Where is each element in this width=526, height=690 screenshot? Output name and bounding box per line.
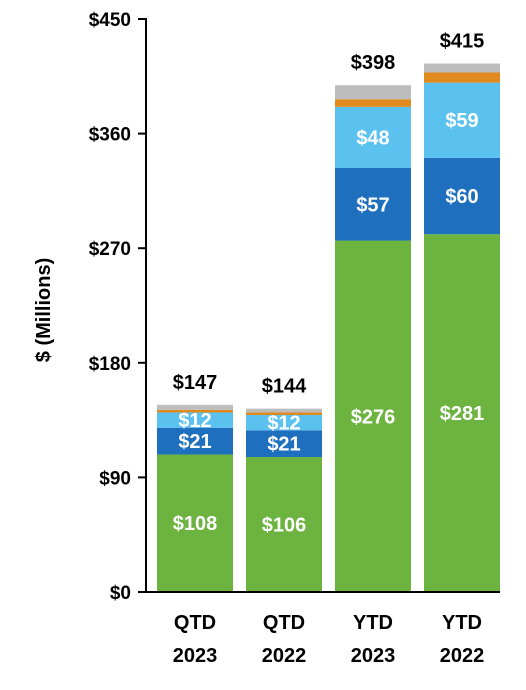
x-tick-label: 2023 [173,645,218,667]
bar-total-label: $144 [262,376,307,398]
bar-segment [424,234,500,592]
bar-total-label: $147 [173,372,218,394]
segment-value-label: $21 [178,431,211,453]
x-tick-label: 2022 [262,645,307,667]
segment-value-label: $48 [356,127,389,149]
bar-segment [424,63,500,73]
y-tick-label: $360 [89,125,131,146]
bar-segment [246,408,322,413]
segment-value-label: $106 [262,515,307,537]
y-tick-label: $450 [89,10,131,31]
bar-segment [335,106,411,168]
x-tick-label: QTD [174,612,216,634]
bar-segment [246,415,322,431]
segment-value-label: $12 [267,413,300,435]
bar-total-label: $415 [440,31,485,53]
segment-value-label: $276 [351,406,396,428]
y-axis: $0 $90 $180 $270 $360 $450 [89,10,146,604]
bar-segment [335,85,411,100]
segment-value-label: $21 [267,434,300,456]
x-axis: QTD 2023 QTD 2022 YTD 2023 YTD 2022 [173,612,485,667]
y-tick-label: $270 [89,239,131,260]
bar-segment [246,457,322,592]
bar-segment [157,409,233,413]
x-tick-label: QTD [263,612,305,634]
bar-segment [246,412,322,416]
bars: $108$21$12$147$106$21$12$144$276$57$48$3… [157,31,500,592]
bar-segment [335,240,411,592]
x-tick-label: 2023 [351,645,396,667]
x-tick-label: YTD [442,612,482,634]
bar-segment [157,404,233,410]
bar-segment [246,430,322,458]
x-tick-label: 2022 [440,645,485,667]
bar-segment [157,412,233,428]
bar-segment [335,99,411,107]
bar-segment [157,427,233,455]
segment-value-label: $12 [178,410,211,432]
segment-value-label: $59 [445,110,478,132]
segment-value-label: $108 [173,513,218,535]
y-axis-label: $ (Millions) [33,258,55,362]
bar-segment [335,167,411,241]
y-tick-label: $0 [110,583,131,604]
y-tick-label: $180 [89,354,131,375]
bar-segment [424,157,500,235]
bar-total-label: $398 [351,52,396,74]
bar-segment [424,72,500,83]
segment-value-label: $281 [440,403,485,425]
bar-segment [157,454,233,592]
x-tick-label: YTD [353,612,393,634]
y-tick-label: $90 [99,468,131,489]
segment-value-label: $60 [445,186,478,208]
bar-segment [424,82,500,158]
segment-value-label: $57 [356,194,389,216]
